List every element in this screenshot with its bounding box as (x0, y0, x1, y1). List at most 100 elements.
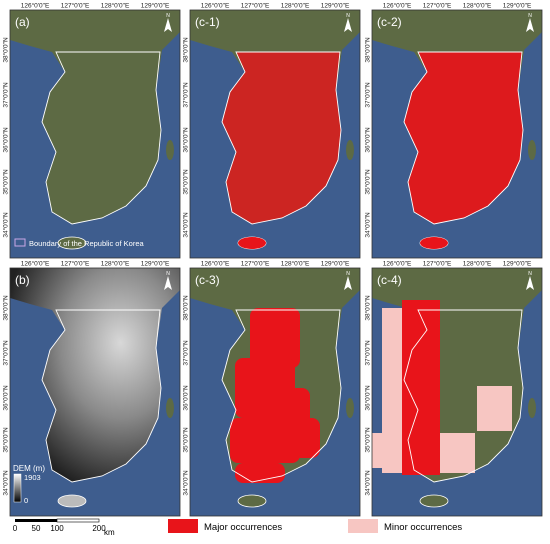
longitude-label: 128°0'0"E (463, 260, 492, 268)
latitude-label: 38°0'0"N (182, 295, 190, 321)
major-occurrence-area (222, 52, 341, 224)
north-arrow-label: N (346, 13, 350, 19)
latitude-label: 36°0'0"N (2, 127, 10, 153)
panel-label: (a) (15, 15, 30, 29)
longitude-label: 127°0'0"E (423, 260, 452, 268)
major-occurrence-area (250, 308, 300, 368)
latitude-label: 34°0'0"N (364, 212, 372, 238)
map-panel: (c-1) N 126°0'0"E 127°0'0"E 128°0'0"E 129°0'0… (182, 2, 361, 259)
longitude-label: 126°0'0"E (383, 2, 412, 10)
latitude-label: 35°0'0"N (2, 427, 10, 453)
latitude-label: 35°0'0"N (182, 169, 190, 195)
map-panel: (c-3) N 126°0'0"E 127°0'0"E 128°0'0"E 129°0'0… (182, 260, 361, 517)
legend-label: Minor occurrences (384, 522, 462, 533)
north-arrow (344, 18, 352, 32)
latitude-label: 34°0'0"N (2, 212, 10, 238)
longitude-label: 129°0'0"E (503, 2, 532, 10)
dem-legend-max: 1903 (24, 473, 41, 482)
island (528, 140, 536, 160)
latitude-label: 36°0'0"N (364, 385, 372, 411)
boundary-line (403, 51, 524, 225)
scale-bar-label: 0 (13, 524, 18, 533)
scale-bar-segment (15, 519, 57, 522)
latitude-label: 34°0'0"N (182, 212, 190, 238)
major-occurrence-area (280, 418, 320, 458)
island (166, 140, 174, 160)
panel-label: (b) (15, 273, 30, 287)
island (528, 398, 536, 418)
panel-frame (371, 9, 543, 259)
north-arrow (164, 18, 172, 32)
land (10, 10, 180, 224)
north-arrow-label: N (528, 271, 532, 277)
panel-frame (189, 267, 361, 517)
panel-frame (189, 9, 361, 259)
jeju-island (237, 494, 267, 508)
dem-colorbar (13, 473, 22, 503)
jeju-island (57, 494, 87, 508)
island (166, 398, 174, 418)
longitude-label: 129°0'0"E (321, 260, 350, 268)
north-arrow-label: N (346, 271, 350, 277)
longitude-label: 129°0'0"E (321, 2, 350, 10)
boundary-line (221, 51, 342, 225)
minor-occurrence-area (372, 433, 402, 468)
boundary-line (403, 309, 524, 483)
latitude-label: 37°0'0"N (2, 82, 10, 108)
longitude-label: 128°0'0"E (281, 260, 310, 268)
longitude-label: 129°0'0"E (141, 260, 170, 268)
longitude-label: 127°0'0"E (241, 2, 270, 10)
longitude-label: 129°0'0"E (503, 260, 532, 268)
longitude-label: 129°0'0"E (141, 2, 170, 10)
north-arrow (526, 276, 534, 290)
island (346, 398, 354, 418)
north-arrow-label: N (528, 13, 532, 19)
longitude-label: 126°0'0"E (201, 260, 230, 268)
boundary-legend-swatch (14, 238, 26, 247)
major-occurrence-area (402, 300, 440, 475)
latitude-label: 38°0'0"N (182, 37, 190, 63)
longitude-label: 127°0'0"E (241, 260, 270, 268)
longitude-label: 126°0'0"E (21, 260, 50, 268)
latitude-label: 38°0'0"N (364, 37, 372, 63)
legend-label: Major occurrences (204, 522, 282, 533)
latitude-label: 36°0'0"N (364, 127, 372, 153)
panel-label: (c-3) (195, 273, 220, 287)
scale-bar-label: 200 (92, 524, 106, 533)
panel-label: (c-1) (195, 15, 220, 29)
latitude-label: 37°0'0"N (364, 340, 372, 366)
latitude-label: 37°0'0"N (182, 82, 190, 108)
longitude-label: 126°0'0"E (21, 2, 50, 10)
longitude-label: 127°0'0"E (61, 260, 90, 268)
longitude-label: 128°0'0"E (101, 2, 130, 10)
jeju-island (57, 236, 87, 250)
latitude-label: 38°0'0"N (2, 37, 10, 63)
land (10, 268, 180, 482)
latitude-label: 34°0'0"N (2, 470, 10, 496)
longitude-label: 127°0'0"E (61, 2, 90, 10)
longitude-label: 128°0'0"E (463, 2, 492, 10)
longitude-label: 128°0'0"E (281, 2, 310, 10)
longitude-label: 126°0'0"E (383, 260, 412, 268)
map-panel: (c-2) N 126°0'0"E 127°0'0"E 128°0'0"E 129°0'0… (364, 2, 543, 259)
island (346, 140, 354, 160)
latitude-label: 37°0'0"N (2, 340, 10, 366)
jeju-island (419, 494, 449, 508)
scale-bar-unit: km (104, 528, 115, 537)
scale-bar-label: 50 (32, 524, 41, 533)
panel-frame (371, 267, 543, 517)
minor-occurrence-area (477, 386, 512, 431)
major-occurrence-area (238, 237, 266, 249)
dem-legend-title: DEM (m) (13, 464, 45, 473)
panel-label: (c-4) (377, 273, 402, 287)
panel-frame (9, 9, 181, 259)
latitude-label: 36°0'0"N (2, 385, 10, 411)
legend-swatch (348, 519, 378, 533)
panel-label: (c-2) (377, 15, 402, 29)
latitude-label: 34°0'0"N (364, 470, 372, 496)
north-arrow (164, 276, 172, 290)
map-panel: (a) N 126°0'0"E 127°0'0"E 128°0'0"E 129°0'0"E… (2, 2, 181, 259)
north-arrow-label: N (166, 13, 170, 19)
